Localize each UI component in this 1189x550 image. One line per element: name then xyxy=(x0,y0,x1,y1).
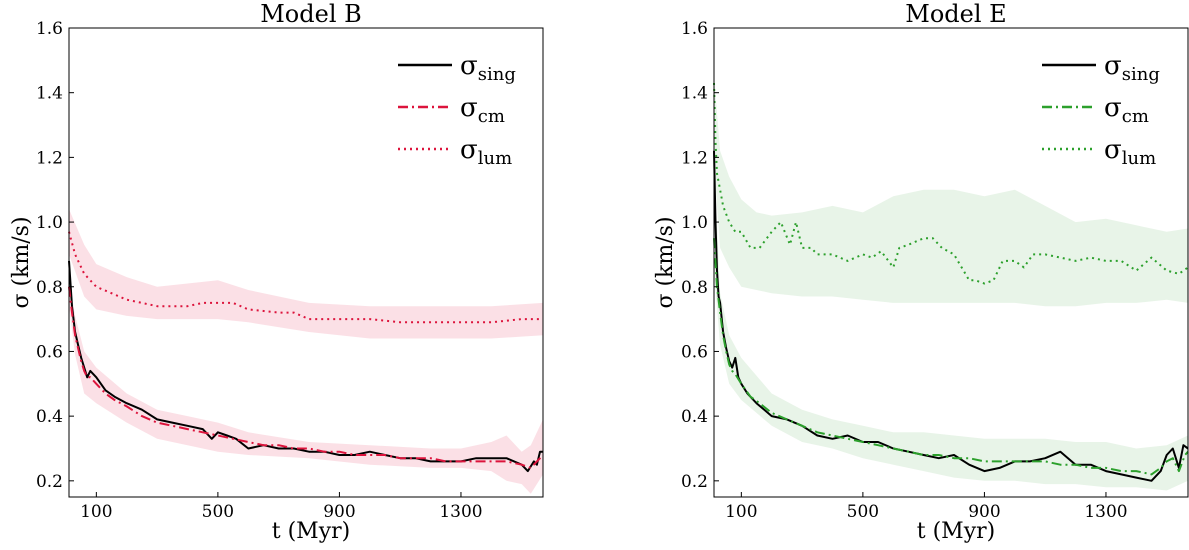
series-line-cm xyxy=(68,286,544,469)
y-tick-label: 0.4 xyxy=(681,407,708,427)
y-axis-label: σ (km/s) xyxy=(9,216,34,308)
series-line-lum xyxy=(713,82,1189,285)
x-tick-label: 100 xyxy=(725,502,757,522)
y-tick-label: 1.4 xyxy=(681,84,708,104)
legend-label-sing: σsing xyxy=(1104,51,1160,85)
y-tick-label: 0.8 xyxy=(681,278,708,298)
y-tick-label: 0.6 xyxy=(36,342,63,362)
legend-label-lum: σlum xyxy=(1104,135,1156,169)
y-axis-label: σ (km/s) xyxy=(653,216,678,308)
y-tick-label: 0.6 xyxy=(681,342,708,362)
y-tick-label: 1.0 xyxy=(681,213,708,233)
series-line-cm xyxy=(713,238,1189,476)
panel-model-b: Model B t (Myr) σ (km/s) 0.2 0.4 0.6 0.8 1.0… xyxy=(9,0,544,544)
y-tick-label: 0.8 xyxy=(36,278,63,298)
error-band-1 xyxy=(714,157,1188,491)
x-axis-label: t (Myr) xyxy=(917,519,995,544)
series-line-lum xyxy=(68,231,543,324)
x-tick-label: 100 xyxy=(80,502,112,522)
x-tick-label: 1300 xyxy=(439,502,482,522)
x-tick-label: 900 xyxy=(968,502,1000,522)
y-tick-label: 1.2 xyxy=(681,148,708,168)
legend-label-lum: σlum xyxy=(460,135,512,169)
x-tick-label: 900 xyxy=(323,502,355,522)
legend-label-cm: σcm xyxy=(1104,93,1149,127)
chart-title: Model B xyxy=(260,0,362,28)
y-tick-label: 1.4 xyxy=(36,84,63,104)
y-tick-label: 0.2 xyxy=(681,472,708,492)
error-band-0 xyxy=(69,209,543,339)
plot-frame xyxy=(68,27,544,498)
x-tick-label: 500 xyxy=(847,502,879,522)
error-band-0 xyxy=(714,76,1188,307)
y-tick-label: 1.6 xyxy=(36,19,63,39)
error-band-1 xyxy=(69,280,543,494)
chart-title: Model E xyxy=(905,0,1006,28)
y-tick-label: 1.0 xyxy=(36,213,63,233)
legend-label-sing: σsing xyxy=(460,51,516,85)
y-tick-label: 1.2 xyxy=(36,148,63,168)
y-tick-label: 1.6 xyxy=(681,19,708,39)
x-tick-label: 500 xyxy=(202,502,234,522)
x-axis-label: t (Myr) xyxy=(272,519,350,544)
y-tick-label: 0.4 xyxy=(36,407,63,427)
x-tick-label: 1300 xyxy=(1084,502,1127,522)
panel-model-e: Model E t (Myr) σ (km/s) 0.2 0.4 0.6 0.8 1.0… xyxy=(653,0,1189,544)
legend-label-cm: σcm xyxy=(460,93,505,127)
plot-frame xyxy=(713,27,1189,498)
y-tick-label: 0.2 xyxy=(36,472,63,492)
